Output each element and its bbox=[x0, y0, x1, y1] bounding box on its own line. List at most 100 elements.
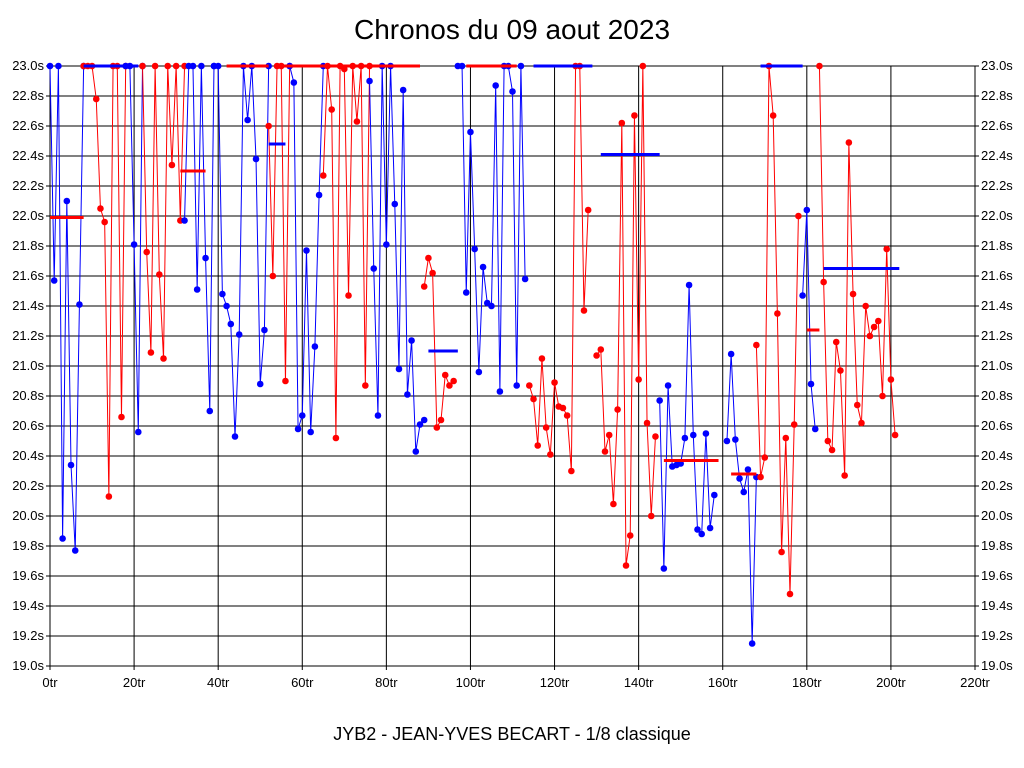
data-point bbox=[811, 425, 819, 433]
data-point bbox=[198, 62, 205, 70]
data-point bbox=[824, 437, 832, 445]
series-line bbox=[49, 65, 85, 551]
data-point bbox=[778, 548, 785, 556]
data-point bbox=[795, 212, 802, 220]
x-tick-label: 80tr bbox=[375, 675, 398, 690]
data-point bbox=[269, 272, 277, 280]
data-point bbox=[660, 565, 668, 572]
data-point bbox=[753, 341, 760, 349]
data-point bbox=[156, 271, 163, 278]
x-tick-label: 40tr bbox=[207, 675, 230, 690]
data-point bbox=[652, 433, 659, 440]
data-point bbox=[761, 454, 769, 461]
data-point bbox=[694, 526, 701, 533]
data-point bbox=[841, 472, 848, 479]
data-point bbox=[757, 473, 764, 481]
y-tick-label-left: 22.6s bbox=[12, 118, 44, 133]
data-point bbox=[706, 524, 714, 532]
y-tick-label-right: 21.6s bbox=[981, 268, 1013, 283]
data-point bbox=[559, 404, 567, 412]
y-tick-label-left: 22.0s bbox=[12, 208, 44, 223]
y-tick-label-left: 19.6s bbox=[12, 568, 44, 583]
data-point bbox=[820, 278, 827, 286]
data-point bbox=[46, 62, 54, 70]
data-point bbox=[786, 590, 794, 598]
data-point bbox=[319, 172, 327, 179]
y-tick-label-left: 22.8s bbox=[12, 88, 44, 103]
y-tick-label-left: 20.2s bbox=[12, 478, 44, 493]
data-point bbox=[774, 310, 781, 317]
y-tick-label-left: 21.2s bbox=[12, 328, 44, 343]
data-point bbox=[92, 95, 100, 103]
axis-ticks: 19.0s 19.0s 19.2s 19.2s 19.4s 19.4s 19.6s 19.6s… bbox=[12, 58, 1013, 690]
data-point bbox=[160, 355, 167, 362]
y-tick-label-right: 19.6s bbox=[981, 568, 1013, 583]
data-point bbox=[593, 352, 600, 359]
y-tick-label-right: 22.6s bbox=[981, 118, 1013, 133]
y-tick-label-left: 21.0s bbox=[12, 358, 44, 373]
data-point bbox=[849, 290, 857, 298]
y-tick-label-right: 20.2s bbox=[981, 478, 1013, 493]
y-tick-label-right: 20.4s bbox=[981, 448, 1013, 463]
data-point bbox=[189, 62, 197, 70]
grid-lines bbox=[49, 65, 976, 667]
data-point bbox=[521, 275, 529, 283]
data-point bbox=[563, 412, 571, 419]
data-point bbox=[206, 407, 214, 415]
data-point bbox=[235, 331, 243, 338]
data-point bbox=[59, 535, 66, 542]
data-point bbox=[496, 388, 504, 395]
x-tick-label: 60tr bbox=[291, 675, 314, 690]
data-point bbox=[450, 377, 457, 385]
data-point bbox=[538, 355, 546, 362]
data-point bbox=[656, 397, 663, 404]
y-tick-label-right: 20.0s bbox=[981, 508, 1013, 523]
data-point bbox=[50, 277, 58, 284]
data-point bbox=[433, 424, 441, 431]
data-point bbox=[193, 286, 201, 293]
chart-title: Chronos du 09 aout 2023 bbox=[353, 14, 671, 45]
data-point bbox=[664, 382, 672, 389]
data-point bbox=[874, 317, 882, 325]
data-point bbox=[845, 139, 853, 146]
data-point bbox=[858, 419, 865, 427]
x-tick-label: 20tr bbox=[123, 675, 146, 690]
y-tick-label-right: 23.0s bbox=[981, 58, 1013, 73]
data-point bbox=[542, 424, 550, 431]
x-tick-label: 200tr bbox=[876, 675, 906, 690]
data-point bbox=[362, 382, 369, 389]
y-tick-label-left: 19.2s bbox=[12, 628, 44, 643]
y-tick-label-right: 22.8s bbox=[981, 88, 1013, 103]
data-point bbox=[870, 323, 878, 331]
y-tick-label-right: 21.2s bbox=[981, 328, 1013, 343]
data-point bbox=[399, 86, 407, 94]
data-point bbox=[837, 367, 844, 374]
data-point bbox=[732, 436, 739, 443]
series-line bbox=[755, 65, 799, 595]
x-tick-label: 140tr bbox=[624, 675, 654, 690]
data-point bbox=[429, 269, 436, 277]
data-point bbox=[105, 493, 113, 500]
y-tick-label-right: 22.0s bbox=[981, 208, 1013, 223]
data-point bbox=[168, 161, 176, 169]
data-point bbox=[517, 62, 525, 70]
series-line bbox=[184, 65, 215, 412]
x-tick-label: 100tr bbox=[456, 675, 486, 690]
data-point bbox=[383, 241, 390, 248]
data-point bbox=[580, 307, 588, 314]
data-point bbox=[294, 425, 302, 433]
data-point bbox=[408, 337, 415, 344]
data-point bbox=[101, 218, 108, 226]
data-point bbox=[404, 391, 411, 398]
x-tick-label: 160tr bbox=[708, 675, 738, 690]
y-tick-label-right: 21.8s bbox=[981, 238, 1013, 253]
data-point bbox=[446, 382, 453, 389]
data-point bbox=[298, 412, 306, 419]
data-point bbox=[290, 79, 298, 86]
data-point bbox=[244, 116, 251, 124]
data-point bbox=[412, 448, 420, 455]
data-point bbox=[307, 428, 314, 436]
y-tick-label-left: 21.6s bbox=[12, 268, 44, 283]
data-point bbox=[97, 205, 104, 212]
